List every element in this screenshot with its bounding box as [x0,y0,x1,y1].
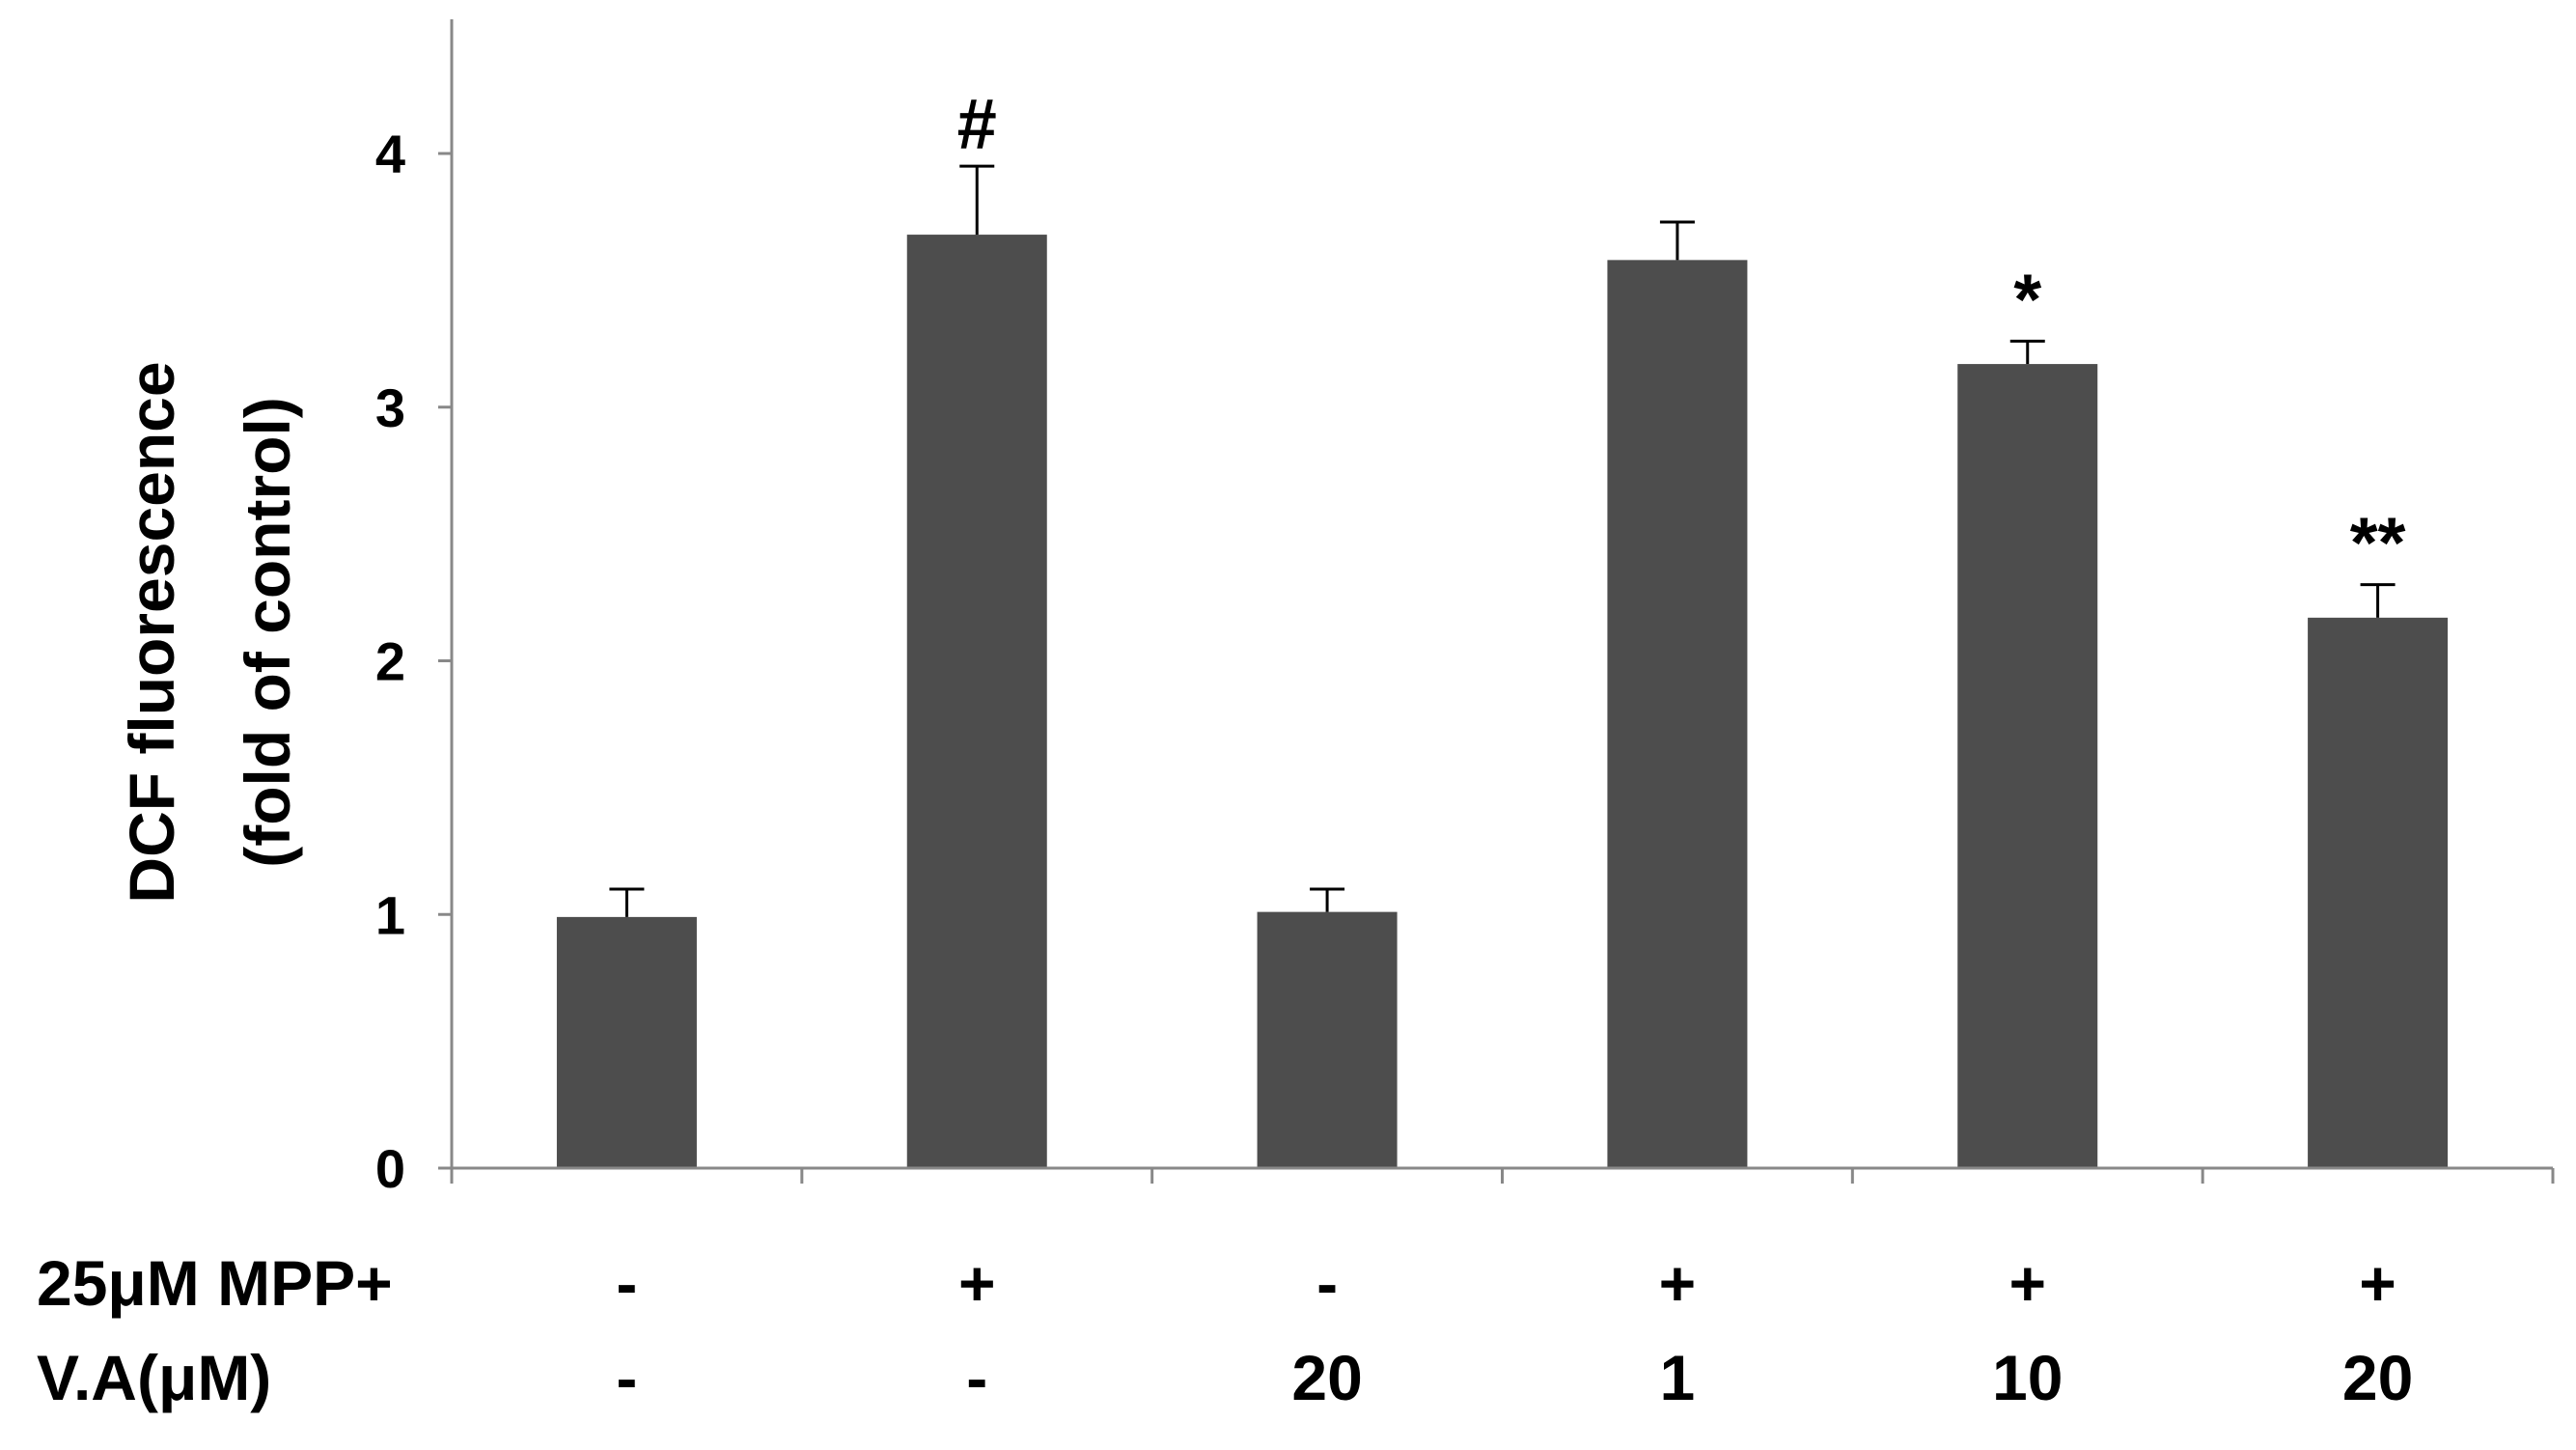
y-axis-label-line-2: (fold of control) [232,397,303,868]
condition-2-value-1: - [616,1342,637,1413]
error-bars [609,164,2396,917]
significance-annotations: #*** [957,84,2406,583]
bar-3 [1257,911,1398,1168]
y-tick-label-0: 0 [375,1138,405,1199]
annotation-5: * [2013,259,2041,339]
condition-2-value-4: 1 [1660,1342,1696,1413]
condition-row-label-1: 25μM MPP+ [37,1247,393,1319]
condition-2-value-5: 10 [1992,1342,2063,1413]
y-ticks: 0 1 2 3 4 [375,124,452,1199]
condition-table: 25μM MPP+ - + - + + + V.A(μM) - - 20 1 10 20 [37,1247,2413,1413]
y-axis-label: DCF fluorescence (fold of control) [116,361,303,903]
bar-5 [1957,364,2098,1168]
y-tick-label-1: 1 [375,884,405,945]
axes [450,19,2553,1170]
y-tick-label-2: 2 [375,631,405,692]
bars [556,235,2449,1169]
y-tick-label-4: 4 [375,124,405,184]
bar-4 [1607,260,1748,1169]
condition-2-value-2: - [966,1342,987,1413]
bar-1 [556,916,697,1168]
condition-1-value-1: - [616,1247,637,1319]
annotation-6: ** [2350,503,2406,583]
bar-6 [2308,617,2449,1168]
condition-1-value-4: + [1659,1247,1697,1319]
condition-2-value-3: 20 [1291,1342,1362,1413]
y-tick-label-3: 3 [375,377,405,438]
condition-1-value-6: + [2359,1247,2396,1319]
condition-2-value-6: 20 [2342,1342,2413,1413]
x-ticks [450,1168,2555,1184]
condition-1-value-3: - [1316,1247,1338,1319]
y-axis-label-line-1: DCF fluorescence [116,361,187,903]
annotation-2: # [957,84,997,164]
bar-2 [906,235,1047,1168]
condition-1-value-5: + [2008,1247,2046,1319]
condition-1-value-2: + [958,1247,996,1319]
condition-row-label-2: V.A(μM) [37,1342,271,1413]
